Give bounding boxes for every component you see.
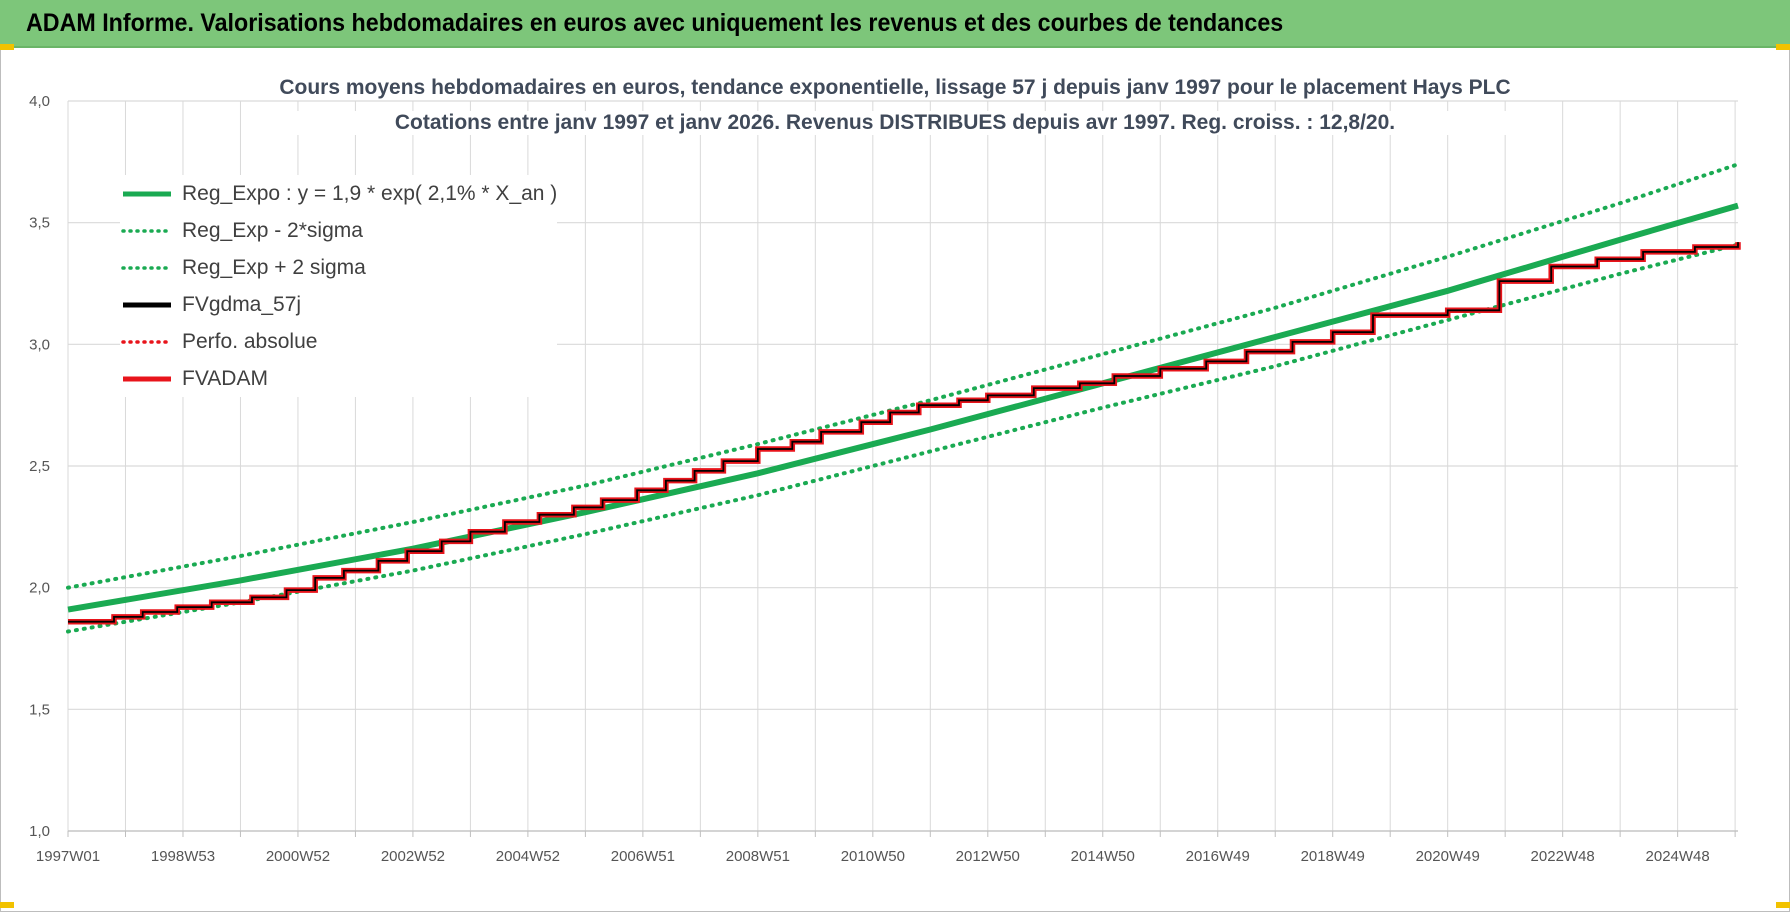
legend-label: Reg_Exp + 2 sigma (182, 255, 366, 279)
legend-label: Reg_Expo : y = 1,9 * exp( 2,1% * X_an ) (182, 181, 558, 205)
legend-item: Reg_Exp - 2*sigma (120, 212, 557, 249)
series-reg-expo (67, 202, 1739, 613)
corner-marker-bottom-right (1776, 902, 1790, 908)
y-tick-label: 1,5 (29, 701, 50, 718)
legend-swatch (123, 376, 171, 381)
x-tick-label: 2020W49 (1416, 848, 1480, 865)
legend-swatch (121, 265, 173, 270)
legend-label: FVADAM (182, 366, 268, 390)
legend-swatch (123, 191, 171, 196)
legend-label: Reg_Exp - 2*sigma (182, 218, 363, 242)
header-banner: ADAM Informe. Valorisations hebdomadaire… (0, 0, 1790, 48)
y-tick-label: 1,0 (29, 823, 50, 840)
x-tick-label: 2010W50 (841, 848, 905, 865)
x-tick-label: 1998W53 (151, 848, 215, 865)
legend-item: Perfo. absolue (120, 323, 557, 360)
legend-item: Reg_Expo : y = 1,9 * exp( 2,1% * X_an ) (120, 175, 557, 212)
x-tick-label: 2022W48 (1531, 848, 1595, 865)
corner-marker-bottom-left (0, 902, 14, 908)
axes: 1,0 1,5 2,0 2,5 3,0 3,5 4,0 1997W01 1998W53 2000W… (29, 93, 1738, 865)
legend-swatch (121, 228, 173, 233)
x-tick-label: 2008W51 (726, 848, 790, 865)
y-tick-label: 3,0 (29, 336, 50, 353)
x-tick-label: 1997W01 (36, 848, 100, 865)
series-reg-plus-2sigma (66, 162, 1740, 590)
y-tick-label: 2,5 (29, 458, 50, 475)
legend-label: FVgdma_57j (182, 292, 302, 316)
legend-item: FVgdma_57j (120, 286, 557, 323)
x-tick-label: 2018W49 (1301, 848, 1365, 865)
legend-swatch (123, 302, 171, 307)
legend-item: FVADAM (120, 360, 557, 397)
x-tick-label: 2000W52 (266, 848, 330, 865)
x-tick-label: 2012W50 (956, 848, 1020, 865)
legend-label: Perfo. absolue (182, 329, 318, 353)
x-tick-label: 2024W48 (1646, 848, 1710, 865)
x-tick-label: 2006W51 (611, 848, 675, 865)
page-title: ADAM Informe. Valorisations hebdomadaire… (26, 9, 1284, 37)
chart-legend: Reg_Expo : y = 1,9 * exp( 2,1% * X_an ) R… (120, 175, 558, 397)
x-tick-label: 2016W49 (1186, 848, 1250, 865)
series-reg-minus-2sigma (66, 242, 1740, 634)
corner-marker-right (1776, 44, 1790, 50)
x-tick-label: 2014W50 (1071, 848, 1135, 865)
legend-item: Reg_Exp + 2 sigma (120, 249, 557, 286)
chart-subtitle: Cotations entre janv 1997 et janv 2026. … (250, 111, 1540, 135)
series-lines (66, 162, 1741, 634)
x-tick-label: 2004W52 (496, 848, 560, 865)
chart-title: Cours moyens hebdomadaires en euros, ten… (250, 76, 1540, 100)
legend-swatch (121, 339, 173, 344)
y-tick-label: 4,0 (29, 93, 50, 110)
x-tick-label: 2002W52 (381, 848, 445, 865)
corner-marker-left (0, 44, 14, 50)
series-fvgdma-57j (68, 242, 1739, 623)
y-tick-label: 2,0 (29, 580, 50, 597)
grid-lines (67, 100, 1738, 832)
y-tick-label: 3,5 (29, 215, 50, 232)
